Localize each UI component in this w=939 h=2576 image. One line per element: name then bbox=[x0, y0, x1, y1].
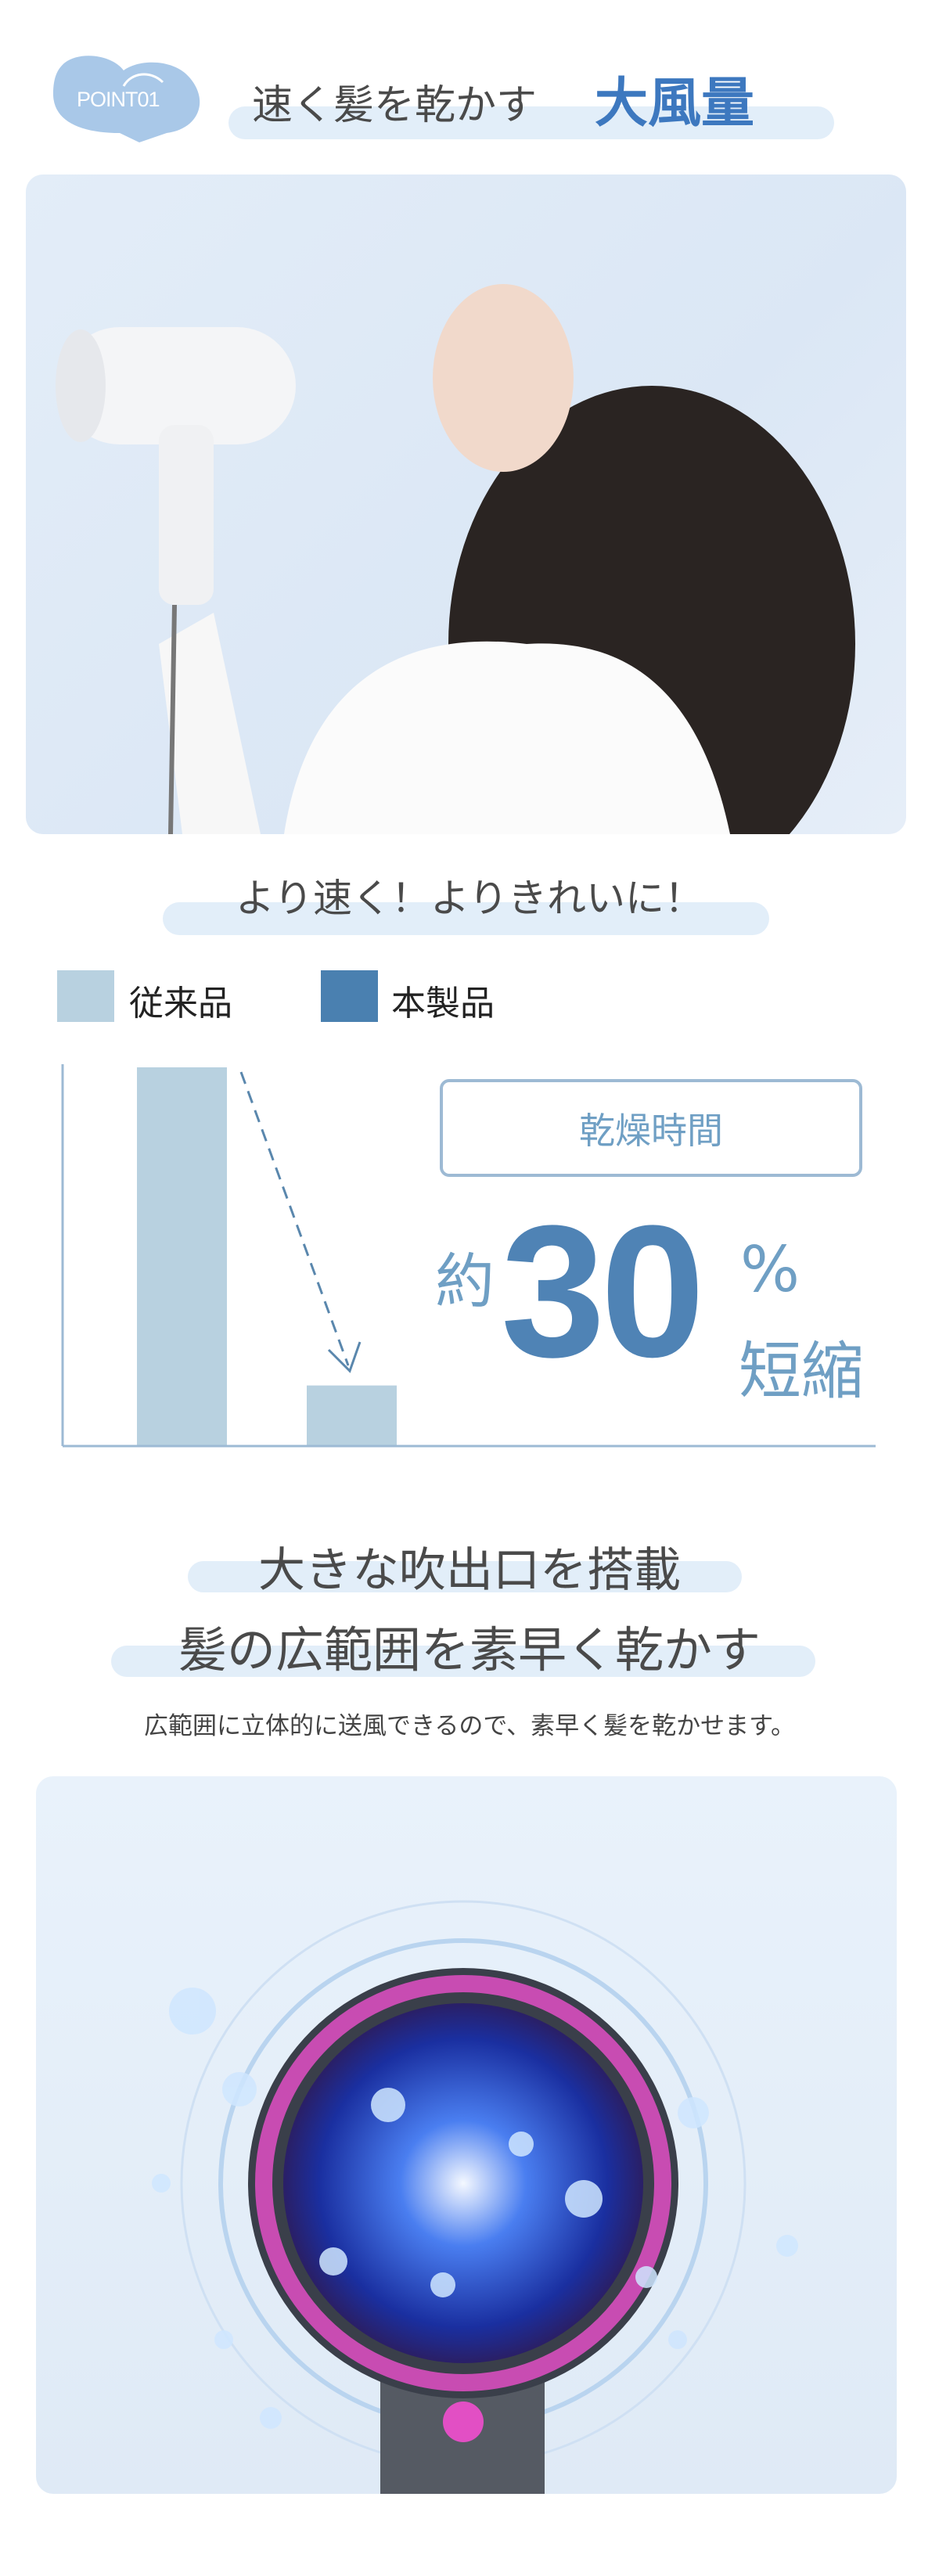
drying-time-chart bbox=[61, 1064, 876, 1448]
dashed-arrow bbox=[239, 1071, 350, 1366]
woman-with-dryer-image bbox=[56, 284, 855, 834]
title-highlight bbox=[228, 106, 834, 139]
point-badge-icon bbox=[53, 56, 200, 142]
feature-heading2-highlight bbox=[111, 1646, 815, 1677]
feature-description: 広範囲に立体的に送風できるので、素早く髪を乾かせます。 bbox=[143, 1712, 796, 1740]
legend-label-product: 本製品 bbox=[391, 984, 495, 1024]
section-heading: より速く！よりきれいに！ bbox=[236, 876, 703, 921]
hero-photo bbox=[26, 174, 906, 834]
page-title-emphasis: 大風量 bbox=[595, 73, 755, 135]
dryer-airflow-illustration bbox=[152, 1900, 798, 2494]
legend-swatch-product bbox=[321, 970, 378, 1022]
percent-unit: % bbox=[740, 1233, 800, 1306]
bar-2 bbox=[307, 1385, 397, 1446]
legend-label-conventional: 従来品 bbox=[129, 984, 232, 1024]
feature-heading-1: 大きな吹出口を搭載 bbox=[258, 1543, 681, 1598]
page-title: 速く髪を乾かす bbox=[252, 82, 538, 129]
section-heading-highlight bbox=[163, 902, 769, 935]
reduction-value: 30 bbox=[501, 1186, 705, 1396]
feature-heading1-highlight bbox=[188, 1561, 742, 1592]
bar-1 bbox=[137, 1067, 227, 1446]
approx-label: 約 bbox=[435, 1247, 495, 1316]
reduction-label: 短縮 bbox=[739, 1335, 864, 1408]
feature-heading-2: 髪の広範囲を素早く乾かす bbox=[178, 1621, 761, 1678]
arrow-head bbox=[327, 1341, 362, 1373]
drying-time-label-box: 乾燥時間 bbox=[440, 1079, 862, 1177]
point-badge: POINT01 bbox=[77, 88, 160, 111]
legend-swatch-conventional bbox=[57, 970, 114, 1022]
dryer-nozzle-image bbox=[36, 1776, 897, 2494]
